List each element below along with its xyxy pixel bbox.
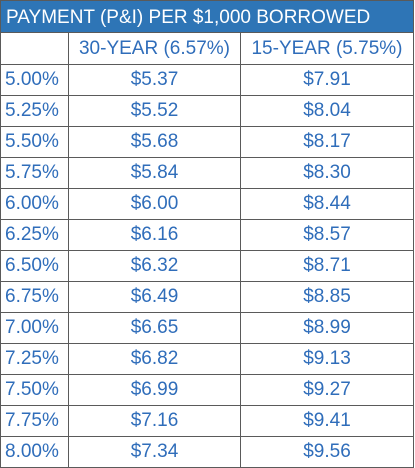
payment-cell: $7.91 [240,64,414,96]
payment-cell: $6.99 [68,374,241,406]
payment-cell: $8.30 [240,157,414,189]
payment-cell: $9.13 [240,343,414,375]
payment-cell: $6.32 [68,250,241,282]
header-corner [0,32,69,65]
payment-cell: $5.68 [68,126,241,158]
rate-cell: 6.25% [0,219,69,251]
payment-cell: $7.16 [68,405,241,437]
column-header: 30-YEAR (6.57%) [68,32,241,65]
payment-cell: $6.82 [68,343,241,375]
payment-cell: $8.85 [240,281,414,313]
payment-cell: $9.41 [240,405,414,437]
payment-cell: $7.34 [68,436,241,468]
table-title: PAYMENT (P&I) PER $1,000 BORROWED [0,0,414,33]
rate-cell: 7.00% [0,312,69,344]
rate-cell: 6.00% [0,188,69,220]
payment-cell: $5.37 [68,64,241,96]
rate-cell: 6.75% [0,281,69,313]
column-header: 15-YEAR (5.75%) [240,32,414,65]
payment-cell: $6.00 [68,188,241,220]
payment-cell: $6.65 [68,312,241,344]
rate-cell: 7.50% [0,374,69,406]
payment-cell: $8.17 [240,126,414,158]
payment-cell: $8.44 [240,188,414,220]
payment-cell: $9.27 [240,374,414,406]
rate-cell: 7.75% [0,405,69,437]
payment-cell: $5.52 [68,95,241,127]
rate-cell: 6.50% [0,250,69,282]
payment-cell: $8.71 [240,250,414,282]
payment-cell: $6.49 [68,281,241,313]
payment-cell: $8.99 [240,312,414,344]
payment-cell: $6.16 [68,219,241,251]
payment-cell: $8.57 [240,219,414,251]
rate-cell: 5.25% [0,95,69,127]
rate-cell: 5.00% [0,64,69,96]
rate-cell: 5.50% [0,126,69,158]
payment-cell: $8.04 [240,95,414,127]
rate-cell: 8.00% [0,436,69,468]
rate-cell: 5.75% [0,157,69,189]
payment-cell: $5.84 [68,157,241,189]
rate-cell: 7.25% [0,343,69,375]
payment-cell: $9.56 [240,436,414,468]
